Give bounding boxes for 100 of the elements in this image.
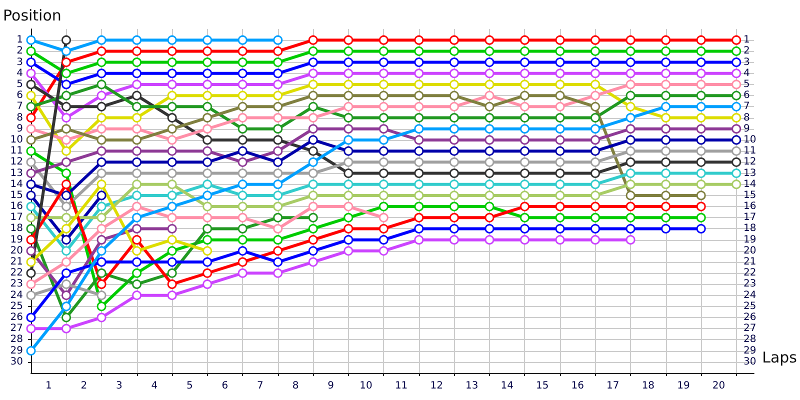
point [167, 180, 177, 190]
y2-tick-label: 19 [743, 234, 756, 246]
point [626, 90, 636, 100]
point [732, 157, 742, 167]
point [132, 180, 142, 190]
point [378, 190, 388, 200]
point [132, 168, 142, 178]
point [344, 146, 354, 156]
point [62, 157, 72, 167]
point [238, 157, 248, 167]
y-tick-label: 1 [16, 34, 23, 46]
point [449, 190, 459, 200]
y2-tick-label: 7 [743, 101, 750, 112]
point [732, 135, 742, 145]
point [238, 46, 248, 56]
point [590, 113, 600, 123]
point [62, 279, 72, 289]
point [626, 80, 636, 90]
point [26, 224, 36, 234]
point [308, 180, 318, 190]
point [62, 46, 72, 56]
point [132, 268, 142, 278]
point [273, 46, 283, 56]
point [62, 290, 72, 300]
point [590, 157, 600, 167]
point [273, 190, 283, 200]
point [273, 102, 283, 112]
y2-tick-label: 25 [743, 300, 756, 312]
point [202, 157, 212, 167]
point [202, 90, 212, 100]
y2-tick-label: 16 [743, 201, 756, 212]
point [308, 135, 318, 145]
point [555, 202, 565, 212]
point [344, 224, 354, 234]
point [202, 279, 212, 289]
point [308, 257, 318, 267]
point [732, 46, 742, 56]
point [484, 190, 494, 200]
point [449, 80, 459, 90]
point [167, 279, 177, 289]
point [590, 68, 600, 78]
point [132, 290, 142, 300]
y2-tick-label: 3 [743, 56, 750, 68]
point [520, 168, 530, 178]
point [520, 124, 530, 134]
point [26, 102, 36, 112]
point [167, 190, 177, 200]
y-tick-label: 29 [10, 345, 23, 356]
point [732, 113, 742, 123]
point [26, 257, 36, 267]
point [484, 80, 494, 90]
point [449, 135, 459, 145]
point [62, 135, 72, 145]
point [273, 246, 283, 256]
y2-tick-label: 23 [743, 278, 756, 290]
point [378, 235, 388, 245]
point [520, 68, 530, 78]
point [132, 257, 142, 267]
point [520, 202, 530, 212]
point [132, 113, 142, 123]
point [62, 113, 72, 123]
point [484, 235, 494, 245]
point [167, 102, 177, 112]
point [626, 35, 636, 45]
point [238, 190, 248, 200]
point [555, 135, 565, 145]
point [661, 102, 671, 112]
point [238, 212, 248, 222]
y2-tick-label: 21 [743, 256, 756, 268]
point [308, 146, 318, 156]
y2-tick-label: 1 [743, 34, 750, 46]
point [344, 168, 354, 178]
point [26, 146, 36, 156]
point [238, 35, 248, 45]
point [661, 68, 671, 78]
point [273, 235, 283, 245]
point [238, 246, 248, 256]
point [273, 58, 283, 68]
point [484, 124, 494, 134]
point [626, 168, 636, 178]
y-tick-label: 3 [16, 56, 23, 68]
point [96, 180, 106, 190]
x-tick-label: 4 [151, 380, 158, 392]
point [626, 202, 636, 212]
point [449, 46, 459, 56]
y2-tick-label: 24 [743, 290, 756, 301]
y-tick-label: 19 [10, 234, 23, 246]
point [96, 68, 106, 78]
point [378, 124, 388, 134]
y-tick-label: 11 [10, 146, 23, 157]
point [308, 235, 318, 245]
point [132, 202, 142, 212]
y-tick-label: 14 [10, 178, 23, 190]
point [62, 68, 72, 78]
y-tick-label: 21 [10, 256, 23, 268]
point [732, 180, 742, 190]
point [696, 113, 706, 123]
point [449, 113, 459, 123]
point [378, 168, 388, 178]
point [96, 157, 106, 167]
